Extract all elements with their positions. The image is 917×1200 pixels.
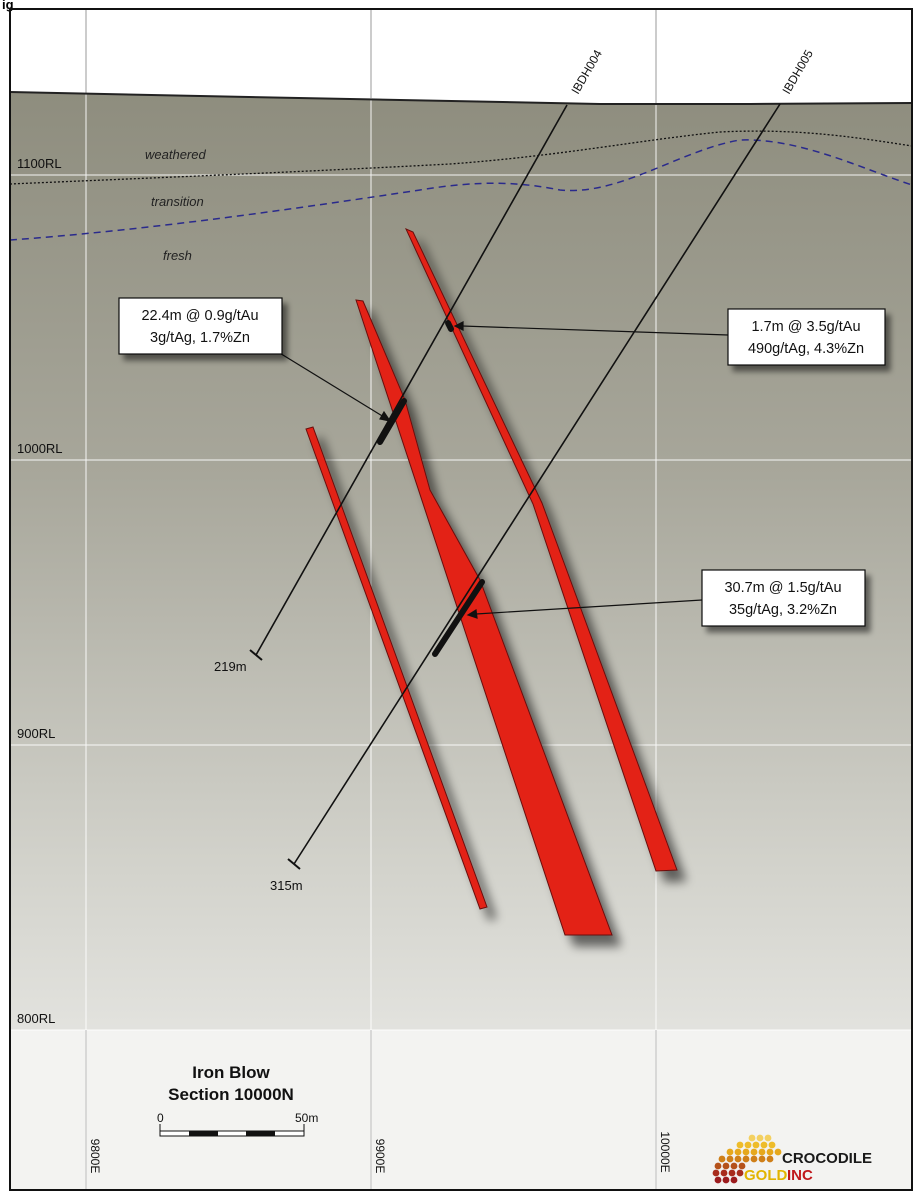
- logo-text-gold: GOLD: [744, 1167, 787, 1184]
- intercept-2-line1: 1.7m @ 3.5g/tAu: [751, 319, 860, 335]
- logo-hex-cell: [756, 1134, 764, 1142]
- intercept-segment-3: [432, 579, 485, 657]
- company-logo: CROCODILE GOLD INC: [712, 1134, 872, 1184]
- logo-text-inc: INC: [787, 1167, 813, 1184]
- intercept-callout-1: 22.4m @ 0.9g/tAu 3g/tAg, 1.7%Zn: [118, 297, 283, 355]
- orebody-footwall-lens: [305, 426, 488, 910]
- logo-hex-cell: [750, 1148, 758, 1156]
- logo-hex-cell: [730, 1162, 738, 1170]
- zone-label-transition: transition: [151, 194, 204, 209]
- grid-lines-lower: [85, 1030, 657, 1190]
- grid-lines: [10, 10, 912, 1190]
- drill-holes: [249, 103, 781, 870]
- logo-hex-cell: [742, 1155, 750, 1163]
- header-fragment: ig: [2, 0, 14, 12]
- zone-label-fresh: fresh: [163, 248, 192, 263]
- drill-trace-ibdh005: [293, 103, 781, 865]
- rock-body: [10, 92, 912, 1190]
- rl-label: 1100RL: [17, 156, 62, 171]
- logo-hex-cell: [774, 1148, 782, 1156]
- intercept-segment-1: [377, 398, 407, 445]
- hole-end-tick: [249, 649, 263, 661]
- logo-hex-cell: [718, 1155, 726, 1163]
- logo-hex-cell: [738, 1162, 746, 1170]
- hole-depth-ibdh005: 315m: [270, 878, 303, 893]
- logo-hexagon-mark: [712, 1134, 782, 1184]
- logo-hex-cell: [736, 1141, 744, 1149]
- logo-hex-cell: [730, 1176, 738, 1184]
- logo-hex-cell: [714, 1162, 722, 1170]
- rl-label: 800RL: [17, 1011, 55, 1026]
- logo-hex-cell: [766, 1155, 774, 1163]
- logo-text-crocodile: CROCODILE: [782, 1150, 872, 1167]
- drill-trace-ibdh004: [255, 104, 568, 656]
- logo-hex-cell: [726, 1148, 734, 1156]
- logo-hex-cell: [722, 1162, 730, 1170]
- intercept-1-line1: 22.4m @ 0.9g/tAu: [141, 308, 258, 324]
- logo-hex-cell: [768, 1141, 776, 1149]
- grid-lines-upper: [85, 10, 657, 104]
- intercept-segment-2: [445, 320, 454, 332]
- hole-label-ibdh004: IBDH004: [568, 47, 605, 96]
- logo-hex-cell: [736, 1169, 744, 1177]
- logo-hex-cell: [758, 1148, 766, 1156]
- easting-label: 9900E: [373, 1139, 387, 1174]
- logo-hex-cell: [744, 1141, 752, 1149]
- rl-label: 1000RL: [17, 441, 63, 456]
- hole-end-tick: [287, 858, 301, 870]
- logo-hex-cell: [734, 1155, 742, 1163]
- rl-label: 900RL: [17, 726, 55, 741]
- logo-hex-cell: [760, 1141, 768, 1149]
- intercept-segments: [377, 320, 485, 657]
- scale-end-label: 50m: [295, 1111, 318, 1125]
- scale-bar: 0 50m: [157, 1111, 318, 1137]
- logo-hex-cell: [752, 1141, 760, 1149]
- easting-label: 10000E: [658, 1131, 672, 1172]
- logo-hex-cell: [720, 1169, 728, 1177]
- section-title: Iron Blow: [192, 1063, 270, 1082]
- logo-hex-cell: [734, 1148, 742, 1156]
- transition-boundary: [9, 139, 913, 241]
- scale-start-label: 0: [157, 1111, 164, 1125]
- logo-hex-cell: [742, 1148, 750, 1156]
- orebodies: [305, 228, 678, 936]
- figure-frame: [9, 8, 913, 1191]
- intercept-3-line2: 35g/tAg, 3.2%Zn: [729, 602, 837, 618]
- surface-line: [9, 91, 913, 105]
- zone-label-weathered: weathered: [145, 147, 206, 162]
- logo-hex-cell: [712, 1169, 720, 1177]
- hole-label-ibdh005: IBDH005: [779, 47, 816, 96]
- orebody-main-lens: [355, 299, 613, 936]
- hole-depth-ibdh004: 219m: [214, 659, 247, 674]
- logo-hex-cell: [758, 1155, 766, 1163]
- section-subtitle: Section 10000N: [168, 1085, 294, 1104]
- intercept-callout-3: 30.7m @ 1.5g/tAu 35g/tAg, 3.2%Zn: [701, 569, 866, 627]
- intercept-2-line2: 490g/tAg, 4.3%Zn: [748, 341, 864, 357]
- logo-hex-cell: [728, 1169, 736, 1177]
- logo-hex-cell: [722, 1176, 730, 1184]
- lower-zone: [10, 1030, 912, 1190]
- leader-lines: [277, 321, 729, 619]
- logo-hex-cell: [766, 1148, 774, 1156]
- intercept-1-line2: 3g/tAg, 1.7%Zn: [150, 330, 250, 346]
- logo-hex-cell: [726, 1155, 734, 1163]
- logo-hex-cell: [748, 1134, 756, 1142]
- logo-hex-cell: [750, 1155, 758, 1163]
- orebody-hangingwall-lens: [405, 228, 678, 872]
- logo-hex-cell: [764, 1134, 772, 1142]
- intercept-3-line1: 30.7m @ 1.5g/tAu: [724, 580, 841, 596]
- intercept-callout-2: 1.7m @ 3.5g/tAu 490g/tAg, 4.3%Zn: [727, 308, 886, 366]
- easting-label: 9800E: [88, 1139, 102, 1174]
- logo-hex-cell: [714, 1176, 722, 1184]
